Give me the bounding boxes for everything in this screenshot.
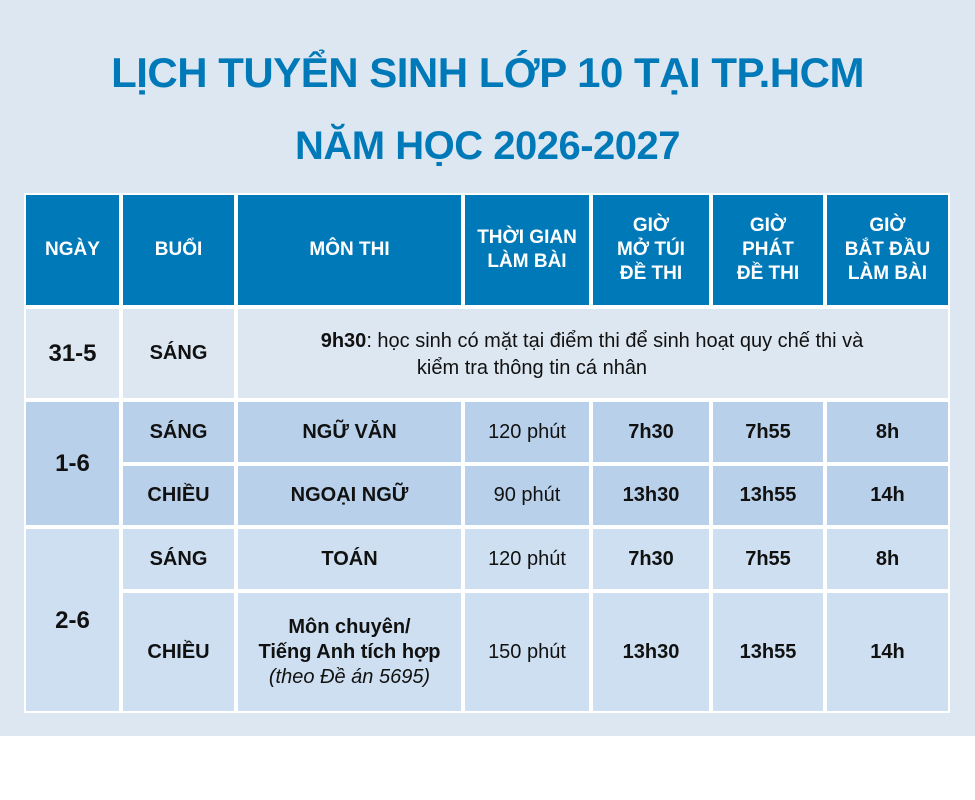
header-line: LÀM BÀI	[487, 251, 567, 272]
duration-cell: 90 phút	[465, 466, 589, 525]
date-cell: 31-5	[26, 309, 119, 398]
open-time-cell: 7h30	[593, 529, 709, 589]
page-title-text: LỊCH TUYỂN SINH LỚP 10 TẠI TP.HCM	[111, 49, 864, 96]
header-line: PHÁT	[742, 239, 794, 260]
subject-cell: Môn chuyên/ Tiếng Anh tích hợp (theo Đề …	[238, 593, 461, 711]
header-line: GIỜ	[749, 215, 787, 236]
duration-cell: 120 phút	[465, 402, 589, 462]
header-hand-out-time: GIỜ PHÁT ĐỀ THI	[713, 195, 823, 305]
subject-line: Môn chuyên/	[288, 615, 411, 638]
page-subtitle-text: NĂM HỌC 2026-2027	[295, 124, 681, 168]
header-line: ĐỀ THI	[736, 263, 800, 284]
start-time-cell: 8h	[827, 529, 948, 589]
subject-cell: NGOẠI NGỮ	[238, 466, 461, 525]
hand-out-time-cell: 13h55	[713, 466, 823, 525]
note-cell	[238, 309, 948, 398]
start-time-cell: 14h	[827, 466, 948, 525]
header-line: GIỜ	[632, 215, 670, 236]
note-line-2: kiểm tra thông tin cá nhân	[416, 357, 648, 379]
hand-out-time-cell: 7h55	[713, 529, 823, 589]
header-start-time: GIỜ BẮT ĐẦU LÀM BÀI	[827, 195, 948, 305]
note-time: 9h30	[320, 330, 367, 352]
header-line: ĐỀ THI	[619, 263, 683, 284]
open-time-cell: 13h30	[593, 466, 709, 525]
header-line: BẮT ĐẦU	[844, 239, 931, 260]
subject-line: Tiếng Anh tích hợp	[258, 640, 441, 663]
open-time-cell: 13h30	[593, 593, 709, 711]
note-text: 9h30: học sinh có mặt tại điểm thi để si…	[242, 328, 942, 382]
start-time-cell: 14h	[827, 593, 948, 711]
page-title: LỊCH TUYỂN SINH LỚP 10 TẠI TP.HCM	[0, 40, 975, 106]
header-open-time: GIỜ MỞ TÚI ĐỀ THI	[593, 195, 709, 305]
session-cell: SÁNG	[123, 529, 234, 589]
session-cell: SÁNG	[123, 309, 234, 398]
schedule-table: NGÀY BUỔI MÔN THI THỜI GIAN LÀM BÀI GIỜ …	[24, 193, 950, 713]
subject-cell: NGỮ VĂN	[238, 402, 461, 462]
header-duration: THỜI GIAN LÀM BÀI	[465, 195, 589, 305]
session-cell: SÁNG	[123, 402, 234, 462]
subject-cell: TOÁN	[238, 529, 461, 589]
subject-note: (theo Đề án 5695)	[268, 665, 431, 688]
session-cell: CHIỀU	[123, 466, 234, 525]
header-subject: MÔN THI	[238, 195, 461, 305]
start-time-cell: 8h	[827, 402, 948, 462]
page-subtitle: NĂM HỌC 2026-2027	[0, 118, 975, 174]
header-line: THỜI GIAN	[477, 227, 577, 248]
header-session: BUỔI	[123, 195, 234, 305]
hand-out-time-cell: 7h55	[713, 402, 823, 462]
header-date: NGÀY	[26, 195, 119, 305]
session-cell: CHIỀU	[123, 593, 234, 711]
date-cell: 2-6	[26, 529, 119, 711]
duration-cell: 150 phút	[465, 593, 589, 711]
header-line: LÀM BÀI	[847, 263, 928, 284]
header-line: GIỜ	[869, 215, 906, 236]
hand-out-time-cell: 13h55	[713, 593, 823, 711]
duration-cell: 120 phút	[465, 529, 589, 589]
note-text-1: : học sinh có mặt tại điểm thi để sinh h…	[366, 330, 864, 352]
note-line-1: 9h30: học sinh có mặt tại điểm thi để si…	[242, 328, 942, 355]
header-line: MỞ TÚI	[617, 239, 685, 260]
open-time-cell: 7h30	[593, 402, 709, 462]
date-cell: 1-6	[26, 402, 119, 525]
